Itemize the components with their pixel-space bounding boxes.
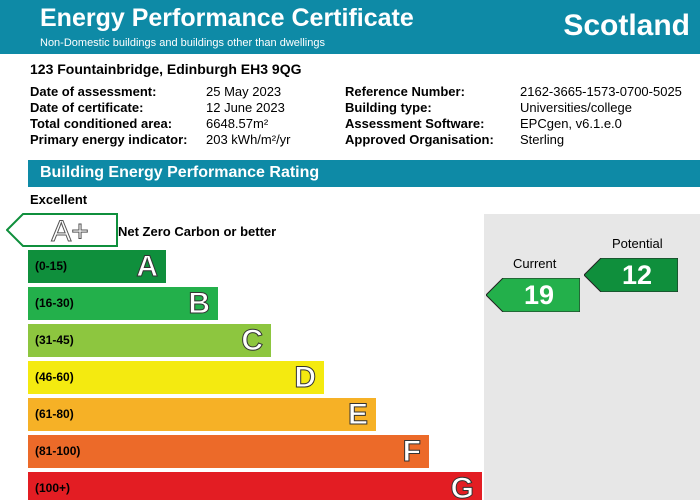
band-letter: F bbox=[402, 435, 421, 469]
rating-section-header: Building Energy Performance Rating bbox=[28, 160, 700, 187]
date-of-assessment-value: 25 May 2023 bbox=[206, 84, 282, 99]
current-rating-value: 19 bbox=[523, 280, 555, 310]
detail-label: Approved Organisation: bbox=[345, 132, 494, 147]
rating-band-g: (100+) G bbox=[28, 472, 482, 500]
band-letter: C bbox=[241, 324, 264, 358]
rating-band-a: (0-15) A bbox=[28, 250, 166, 284]
certificate-subtitle: Non-Domestic buildings and buildings oth… bbox=[40, 37, 325, 49]
certificate-title: Energy Performance Certificate bbox=[40, 4, 414, 32]
band-range: (31-45) bbox=[35, 333, 74, 347]
band-letter: D bbox=[294, 361, 317, 395]
rating-band-e: (61-80) E bbox=[28, 398, 376, 432]
certificate-header: Energy Performance Certificate Non-Domes… bbox=[0, 0, 700, 54]
detail-label: Reference Number: bbox=[345, 84, 465, 99]
detail-label: Assessment Software: bbox=[345, 116, 485, 131]
details-left-values: 25 May 2023 12 June 2023 6648.57m² 203 k… bbox=[206, 84, 291, 148]
aplus-band-arrow: A+ bbox=[6, 213, 118, 247]
primary-energy-value: 203 kWh/m²/yr bbox=[206, 132, 291, 147]
rating-band-f: (81-100) F bbox=[28, 435, 429, 469]
current-label: Current bbox=[513, 256, 557, 271]
aplus-description: Net Zero Carbon or better bbox=[118, 224, 277, 239]
assessment-software-value: EPCgen, v6.1.e.0 bbox=[520, 116, 622, 131]
details-right-labels: Reference Number: Building type: Assessm… bbox=[345, 84, 494, 148]
band-range: (16-30) bbox=[35, 296, 74, 310]
building-type-value: Universities/college bbox=[520, 100, 632, 115]
detail-label: Total conditioned area: bbox=[30, 116, 173, 131]
potential-rating-arrow: 12 bbox=[584, 258, 678, 292]
band-letter: E bbox=[347, 398, 368, 432]
band-letter: G bbox=[450, 472, 474, 500]
approved-organisation-value: Sterling bbox=[520, 132, 565, 147]
property-address: 123 Fountainbridge, Edinburgh EH3 9QG bbox=[30, 61, 302, 77]
excellent-label: Excellent bbox=[30, 192, 88, 207]
band-range: (81-100) bbox=[35, 444, 81, 458]
current-rating-arrow: 19 bbox=[486, 278, 580, 312]
rating-band-b: (16-30) B bbox=[28, 287, 218, 321]
detail-label: Primary energy indicator: bbox=[30, 132, 188, 147]
potential-rating-value: 12 bbox=[621, 260, 653, 290]
band-range: (61-80) bbox=[35, 407, 74, 421]
band-range: (46-60) bbox=[35, 370, 74, 384]
band-range: (0-15) bbox=[35, 259, 68, 273]
rating-band-c: (31-45) C bbox=[28, 324, 271, 358]
country-label: Scotland bbox=[563, 9, 690, 42]
band-letter: A bbox=[136, 250, 159, 284]
rating-band-d: (46-60) D bbox=[28, 361, 324, 395]
details-right-values: 2162-3665-1573-0700-5025 Universities/co… bbox=[520, 84, 682, 148]
aplus-letter: A+ bbox=[51, 215, 89, 247]
band-range: (100+) bbox=[35, 481, 71, 495]
detail-label: Date of assessment: bbox=[30, 84, 157, 99]
rating-section-title: Building Energy Performance Rating bbox=[40, 164, 320, 181]
date-of-certificate-value: 12 June 2023 bbox=[206, 100, 285, 115]
details-left-labels: Date of assessment: Date of certificate:… bbox=[30, 84, 188, 148]
detail-label: Building type: bbox=[345, 100, 432, 115]
conditioned-area-value: 6648.57m² bbox=[206, 116, 269, 131]
detail-label: Date of certificate: bbox=[30, 100, 144, 115]
band-letter: B bbox=[188, 287, 211, 321]
reference-number-value: 2162-3665-1573-0700-5025 bbox=[520, 84, 682, 99]
potential-label: Potential bbox=[612, 236, 663, 251]
